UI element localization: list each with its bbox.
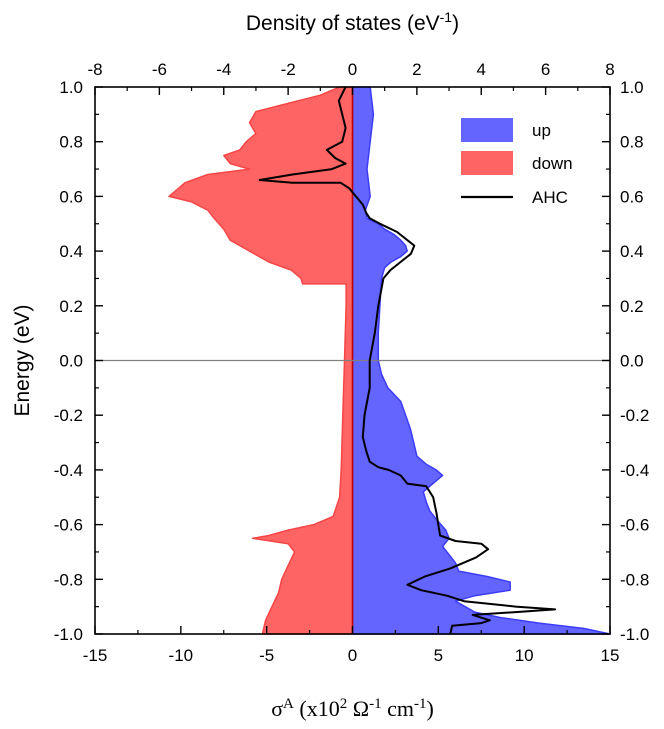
top-tick-label: 0 (348, 60, 357, 79)
right-tick-label: 0.2 (620, 297, 644, 316)
tick-labels: -1.0 -0.8 -0.6 -0.4 -0.2 0.0 0.2 0.4 0.6 0.8 1.0 -1… (54, 60, 650, 665)
right-tick-label: 0.4 (620, 242, 644, 261)
left-tick-label: -1.0 (54, 625, 83, 644)
bottom-tick-label: 5 (434, 646, 443, 665)
top-tick-label: 6 (541, 60, 550, 79)
left-tick-label: -0.2 (54, 406, 83, 425)
right-tick-label: -0.2 (620, 406, 649, 425)
left-tick-label: 0.0 (59, 352, 83, 371)
bottom-tick-label: -10 (169, 646, 194, 665)
series-up (351, 86, 611, 635)
legend-label-up: up (532, 121, 551, 140)
series-down (168, 86, 354, 635)
legend-label-down: down (532, 154, 573, 173)
left-tick-label: 0.4 (59, 242, 83, 261)
top-tick-label: -8 (87, 60, 102, 79)
left-tick-label: -0.4 (54, 461, 83, 480)
right-tick-label: -0.4 (620, 461, 649, 480)
left-tick-label: 0.2 (59, 297, 83, 316)
top-tick-label: -2 (281, 60, 296, 79)
left-tick-label: 1.0 (59, 78, 83, 97)
bottom-axis-title: σA (x102 Ω-1 cm-1) (271, 696, 434, 721)
right-tick-label: 0.6 (620, 187, 644, 206)
dos-areas (168, 86, 611, 635)
bottom-tick-label: 0 (348, 646, 357, 665)
left-tick-label: 0.8 (59, 133, 83, 152)
legend-swatch-down (461, 151, 513, 175)
series-ahc (258, 86, 557, 635)
bottom-tick-label: 15 (601, 646, 620, 665)
right-tick-label: 0.0 (620, 352, 644, 371)
bottom-tick-label: 10 (515, 646, 534, 665)
right-tick-label: -1.0 (620, 625, 649, 644)
axis-ticks (94, 86, 611, 635)
right-tick-label: -0.8 (620, 570, 649, 589)
legend: up down AHC (461, 118, 573, 207)
left-tick-label: 0.6 (59, 187, 83, 206)
legend-label-ahc: AHC (532, 188, 568, 207)
top-tick-label: 4 (477, 60, 486, 79)
bottom-tick-label: -5 (259, 646, 274, 665)
left-tick-label: -0.6 (54, 516, 83, 535)
right-tick-label: -0.6 (620, 516, 649, 535)
left-axis-title: Energy (eV) (11, 304, 34, 416)
right-tick-label: 0.8 (620, 133, 644, 152)
top-tick-label: -6 (152, 60, 167, 79)
left-tick-label: -0.8 (54, 570, 83, 589)
top-tick-label: -4 (216, 60, 231, 79)
top-tick-label: 8 (605, 60, 614, 79)
top-tick-label: 2 (412, 60, 421, 79)
bottom-tick-label: -15 (83, 646, 108, 665)
right-tick-label: 1.0 (620, 78, 644, 97)
top-axis-title: Density of states (eV-1) (246, 9, 459, 35)
legend-swatch-up (461, 118, 513, 142)
ahc-lines (258, 86, 557, 635)
